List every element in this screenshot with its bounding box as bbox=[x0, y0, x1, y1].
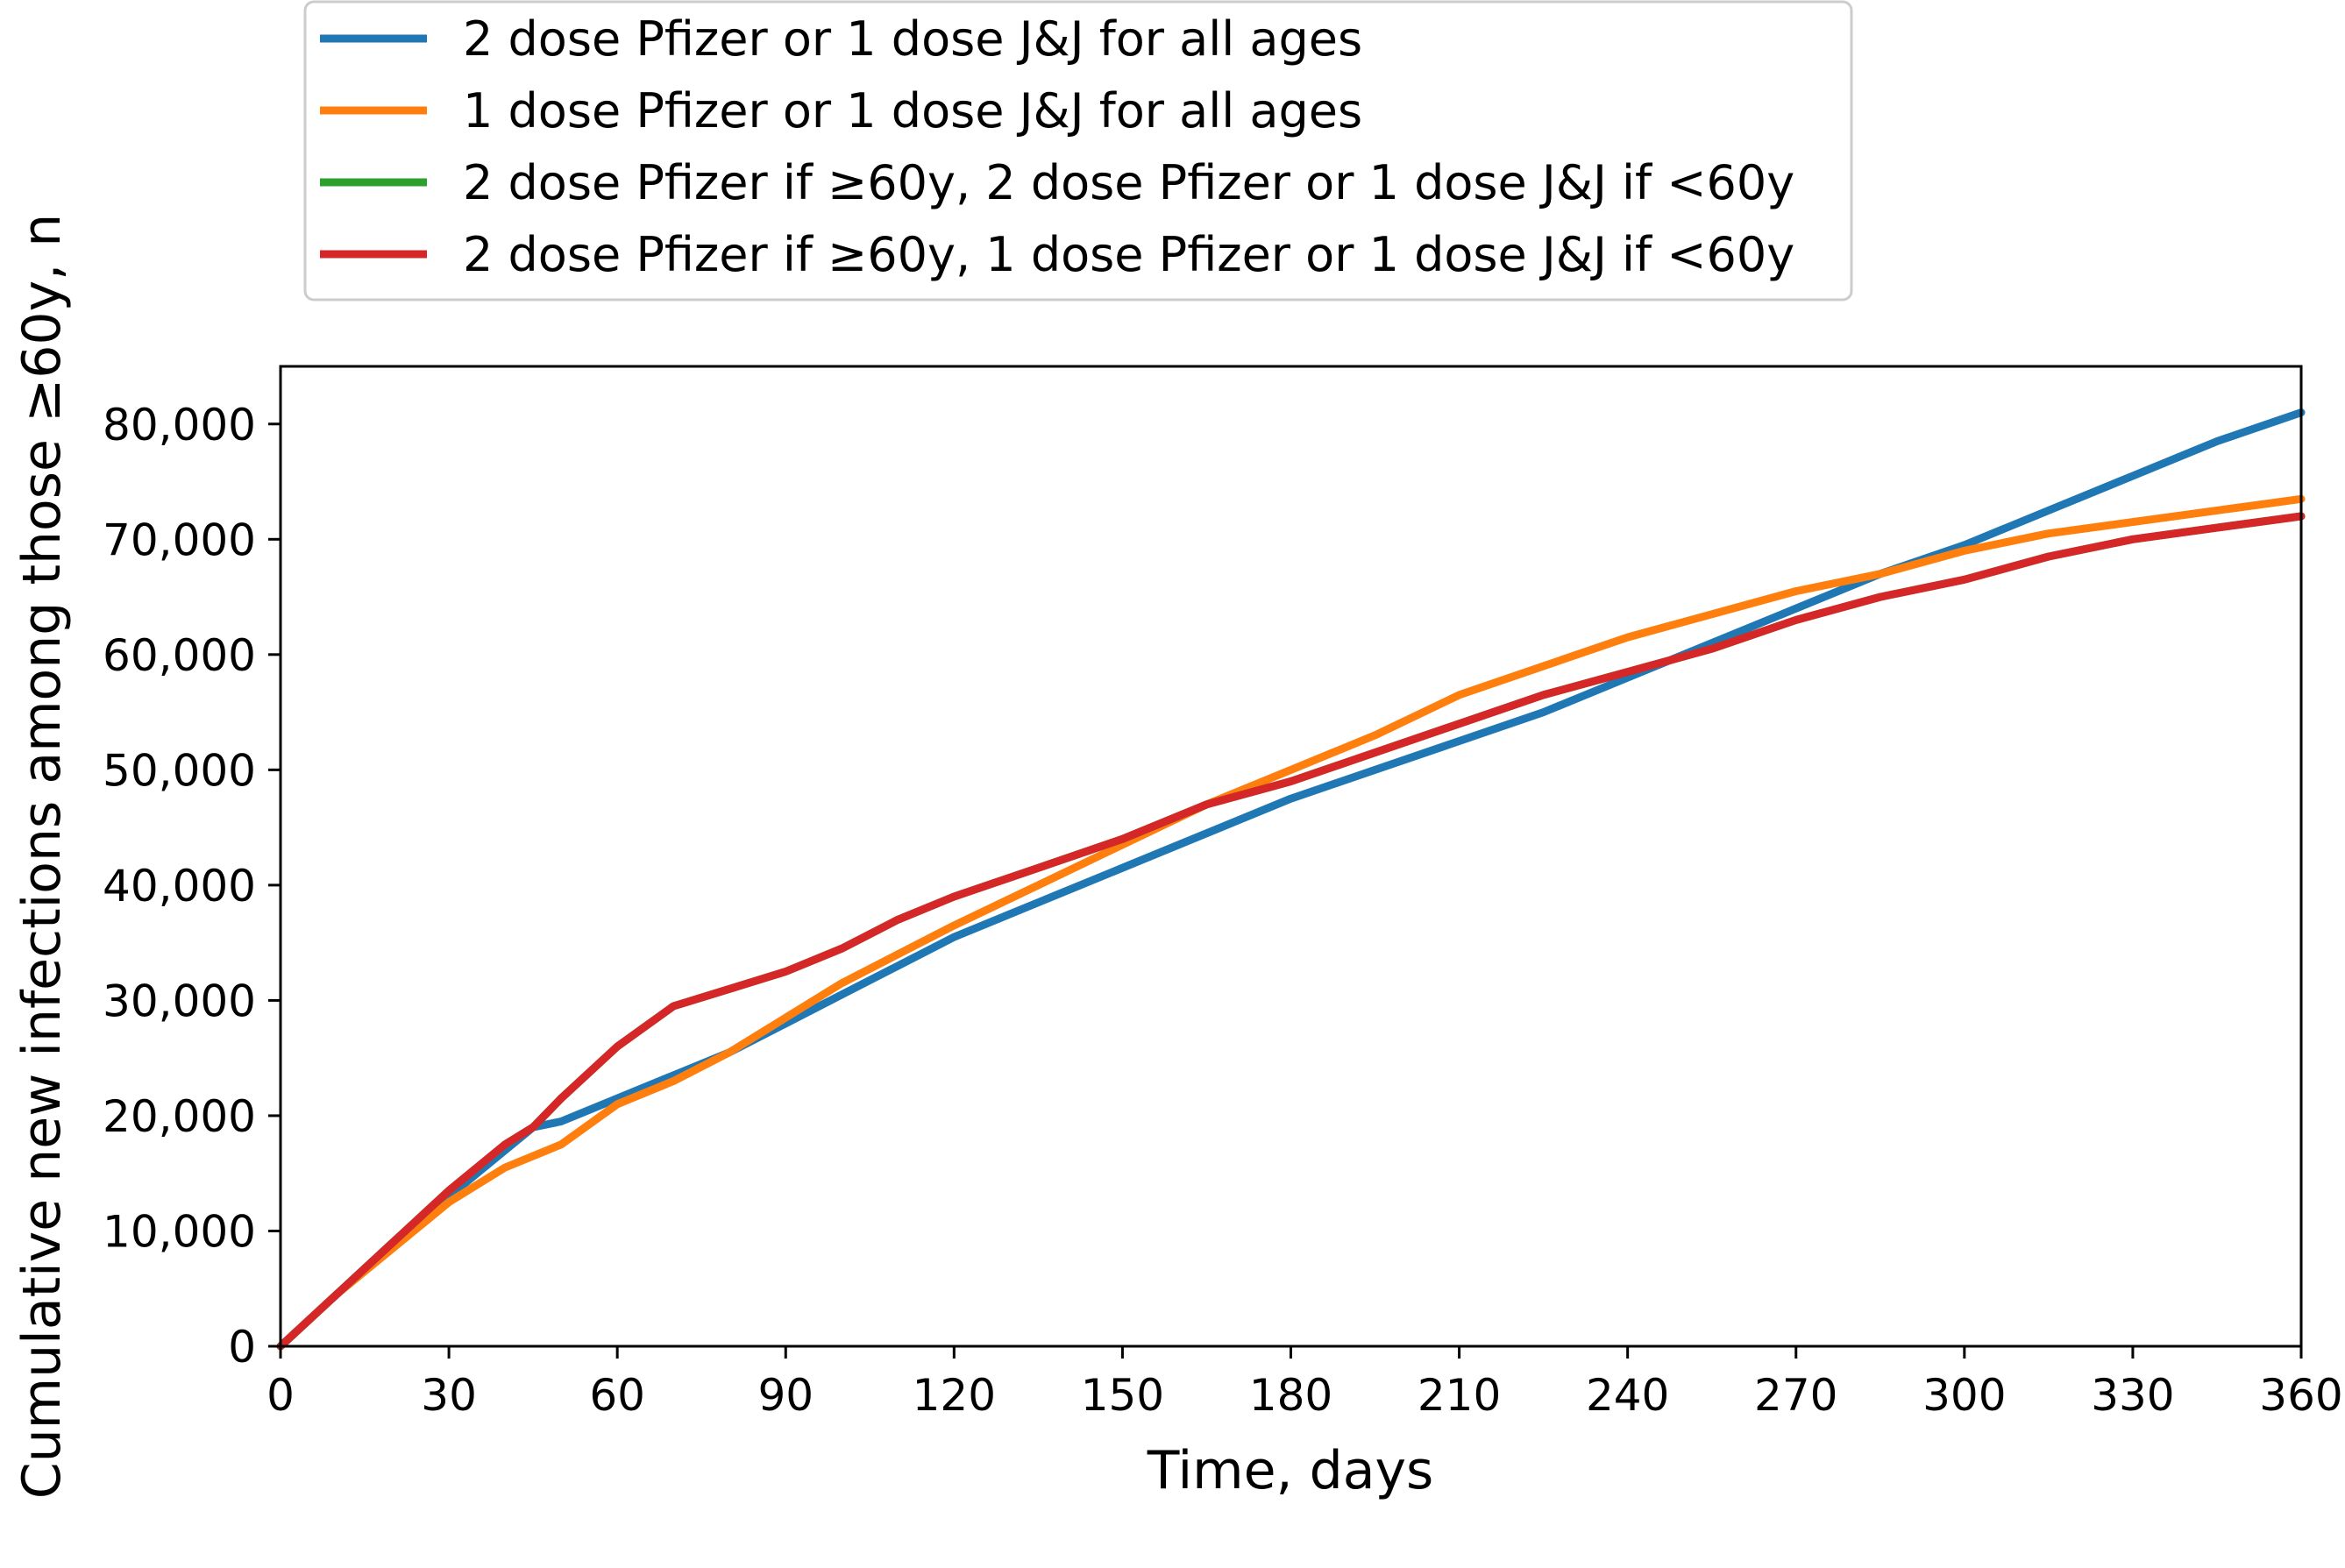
legend-items: 2 dose Pfizer or 1 dose J&J for all ages… bbox=[320, 11, 1794, 282]
x-tick-label: 180 bbox=[1249, 1370, 1332, 1421]
series-layer bbox=[276, 408, 2306, 1351]
y-tick-label: 60,000 bbox=[103, 630, 256, 681]
x-tick-label: 150 bbox=[1081, 1370, 1164, 1421]
x-tick-label: 270 bbox=[1754, 1370, 1837, 1421]
x-tick-label: 90 bbox=[757, 1370, 814, 1421]
y-tick-label: 50,000 bbox=[103, 745, 256, 796]
x-tick-label: 60 bbox=[589, 1370, 645, 1421]
legend-label-4: 2 dose Pfizer if ≥60y, 1 dose Pfizer or … bbox=[463, 227, 1794, 282]
series-line-4 bbox=[276, 512, 2306, 1351]
x-axis: 0 30 60 90 120 150 180 210 240 270 300 330 360 bbox=[266, 1346, 2343, 1421]
x-tick-label: 30 bbox=[421, 1370, 477, 1421]
legend-label-1: 2 dose Pfizer or 1 dose J&J for all ages bbox=[463, 11, 1362, 67]
x-tick-label: 360 bbox=[2259, 1370, 2342, 1421]
x-tick-label: 210 bbox=[1418, 1370, 1501, 1421]
y-tick-label: 10,000 bbox=[103, 1206, 256, 1257]
y-axis: 0 10,000 20,000 30,000 40,000 50,000 60,000 70,… bbox=[103, 400, 281, 1373]
legend-label-2: 1 dose Pfizer or 1 dose J&J for all ages bbox=[463, 83, 1362, 138]
legend-label-3: 2 dose Pfizer if ≥60y, 2 dose Pfizer or … bbox=[463, 155, 1794, 210]
x-tick-label: 120 bbox=[913, 1370, 996, 1421]
y-tick-label: 20,000 bbox=[103, 1091, 256, 1142]
legend: 2 dose Pfizer or 1 dose J&J for all ages… bbox=[303, 0, 1853, 302]
legend-frame bbox=[303, 0, 1853, 302]
y-tick-label: 0 bbox=[228, 1322, 256, 1373]
plot-area bbox=[276, 365, 2306, 1351]
x-axis-title: Time, days bbox=[1147, 1440, 1434, 1501]
x-tick-label: 0 bbox=[266, 1370, 295, 1421]
series-line-2 bbox=[276, 494, 2306, 1351]
y-tick-label: 80,000 bbox=[103, 400, 256, 451]
y-tick-label: 30,000 bbox=[103, 976, 256, 1026]
x-tick-label: 240 bbox=[1586, 1370, 1669, 1421]
x-tick-label: 300 bbox=[1922, 1370, 2006, 1421]
x-tick-label: 330 bbox=[2091, 1370, 2174, 1421]
y-tick-label: 70,000 bbox=[103, 514, 256, 565]
y-axis-title: Cumulative new infections among those ≥6… bbox=[11, 214, 73, 1500]
y-tick-label: 40,000 bbox=[103, 861, 256, 912]
